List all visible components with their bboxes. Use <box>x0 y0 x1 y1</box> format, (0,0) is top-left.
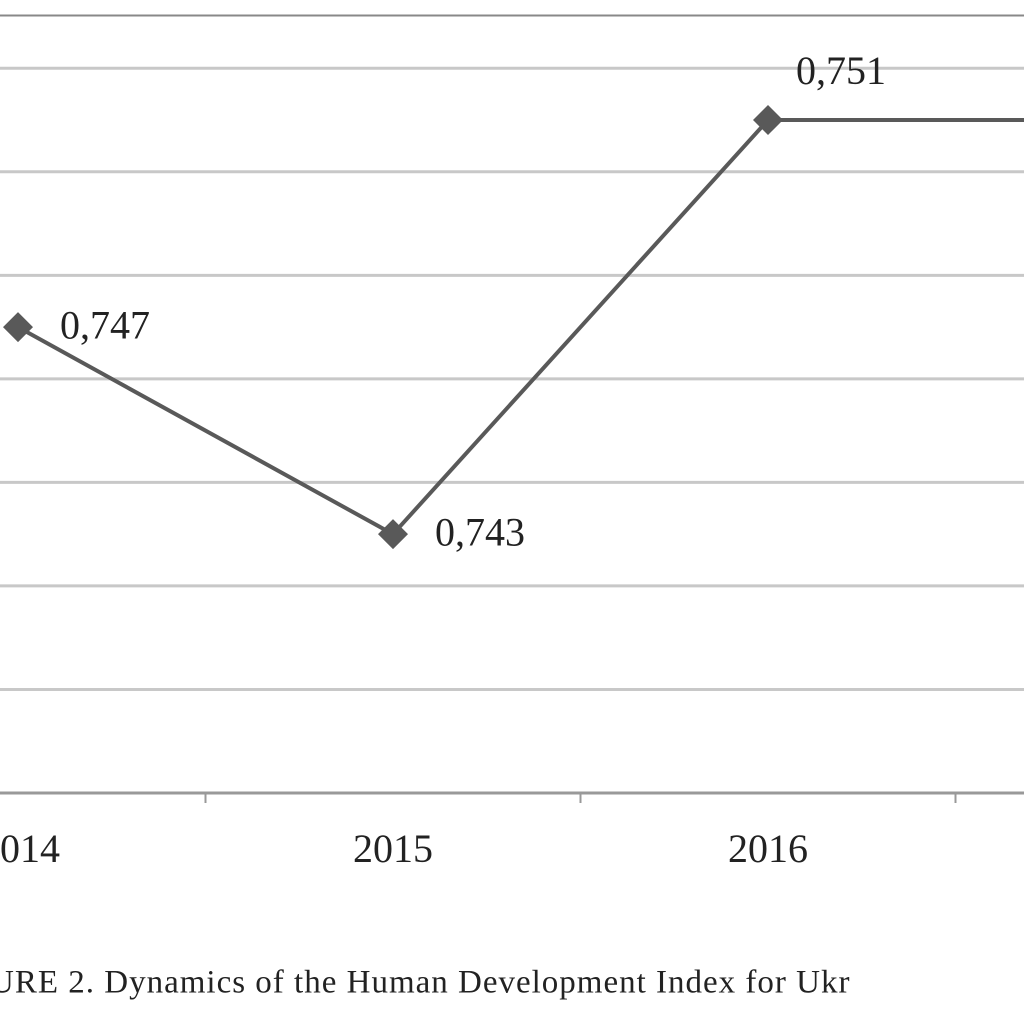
x-tick-label: 2016 <box>728 826 808 871</box>
series-line <box>17 118 1024 537</box>
caption: URE 2. Dynamics of the Human Development… <box>0 965 850 1001</box>
data-label: 0,743 <box>435 509 525 554</box>
marker <box>378 519 408 550</box>
marker <box>3 312 33 343</box>
marker <box>753 105 783 136</box>
x-tick-label: 014 <box>0 826 60 871</box>
data-label: 0,747 <box>60 302 150 347</box>
data-label: 0,751 <box>796 48 886 93</box>
x-tick-label: 2015 <box>353 826 433 871</box>
